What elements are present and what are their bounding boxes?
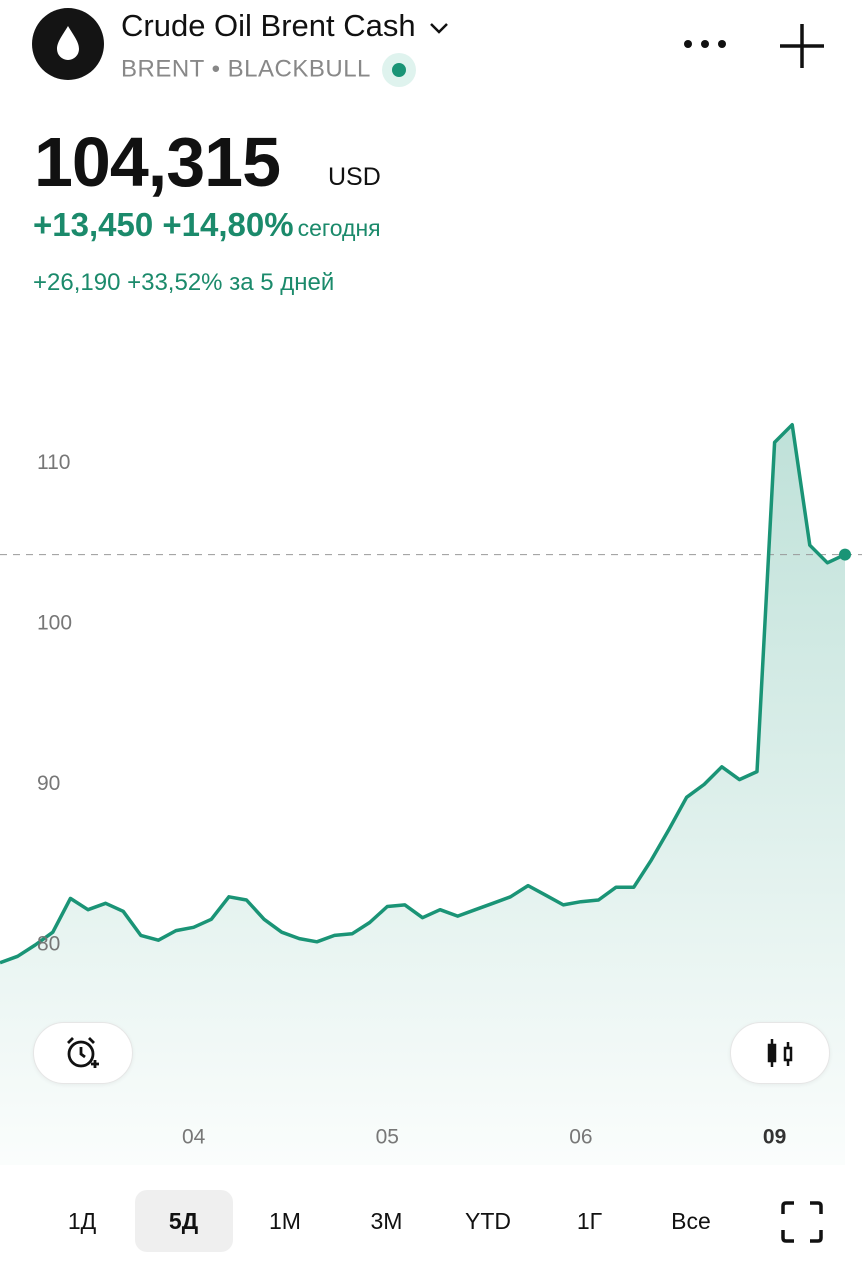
change-5d-period: за 5 дней [229, 269, 335, 296]
fullscreen-button[interactable] [780, 1200, 824, 1244]
y-tick-label: 110 [37, 451, 70, 474]
title-text: Crude Oil Brent Cash [121, 8, 416, 43]
range-button[interactable]: 1Д [67, 1208, 97, 1234]
chart-type-button[interactable] [730, 1022, 830, 1084]
y-tick-label: 80 [37, 933, 60, 956]
instrument-subtitle: BRENT • BLACKBULL [121, 52, 417, 88]
range-button[interactable]: Все [671, 1208, 711, 1234]
candle-icon [767, 1039, 793, 1067]
price: 104,315 [34, 123, 281, 201]
change-5d-percent: +33,52% [127, 269, 223, 296]
y-tick-label: 90 [37, 772, 60, 795]
range-button[interactable]: 5Д [134, 1190, 233, 1252]
broker: BLACKBULL [227, 55, 371, 83]
price-line-series [0, 422, 846, 965]
instrument-logo [32, 8, 104, 80]
change-period: сегодня [297, 215, 381, 241]
alert-icon [67, 1037, 99, 1068]
x-tick-label: 06 [569, 1126, 592, 1149]
symbol: BRENT [121, 55, 205, 83]
more-button[interactable] [682, 30, 728, 58]
change-5d-value: +26,190 [33, 269, 121, 296]
change-percent: +14,80% [162, 206, 294, 243]
last-point [839, 548, 851, 561]
add-button[interactable] [778, 22, 826, 70]
range-button[interactable]: YTD [465, 1208, 511, 1234]
alert-button[interactable] [33, 1022, 133, 1084]
range-button[interactable]: 1Г [576, 1208, 603, 1234]
area-fill [0, 424, 845, 1165]
dropdown-chevron [430, 22, 449, 34]
x-tick-label: 04 [182, 1126, 206, 1149]
market-status [382, 53, 417, 87]
range-button[interactable]: 1М [269, 1208, 301, 1234]
instrument-title[interactable]: Crude Oil Brent Cash [121, 8, 450, 44]
x-tick-label: 05 [376, 1126, 399, 1149]
daily-change: +13,450 +14,80% сегодня [33, 206, 381, 244]
range-button[interactable]: 3М [370, 1208, 403, 1234]
y-tick-label: 100 [37, 611, 72, 634]
x-tick-label: 09 [763, 1126, 786, 1149]
currency: USD [328, 163, 381, 191]
five-day-change: +26,190 +33,52% за 5 дней [33, 269, 334, 297]
change-value: +13,450 [33, 206, 154, 243]
